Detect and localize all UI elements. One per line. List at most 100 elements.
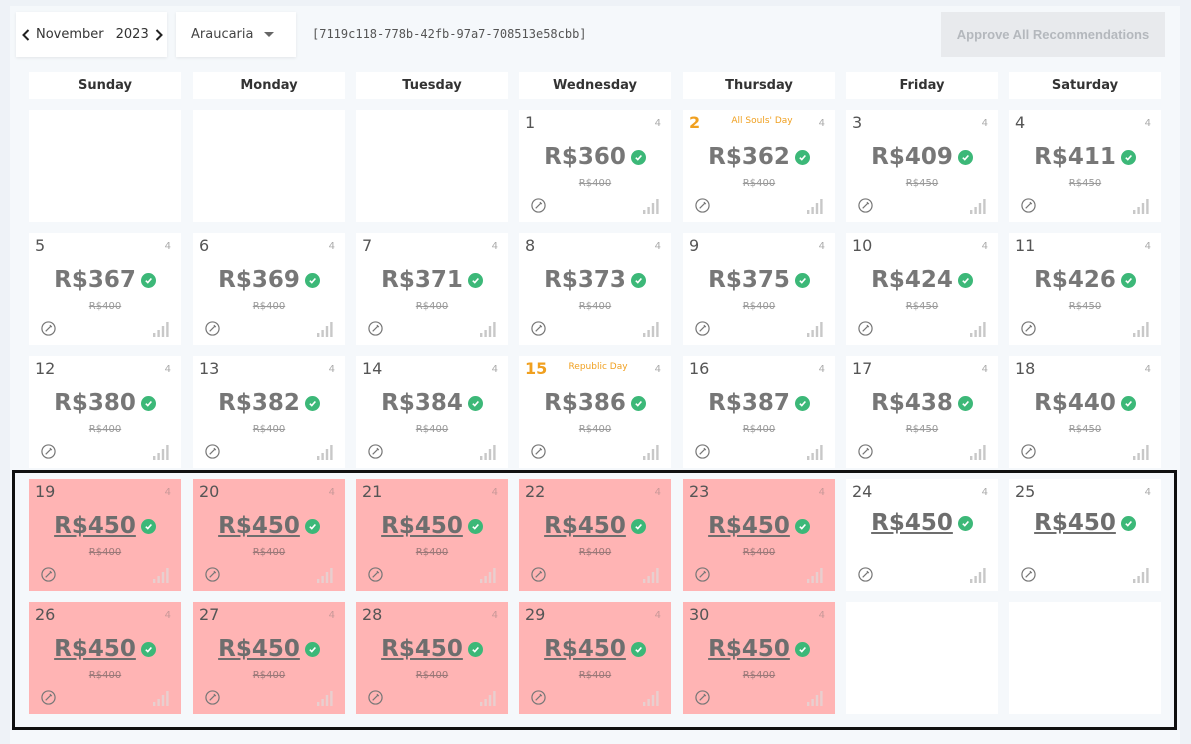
edit-icon[interactable] — [1021, 198, 1036, 213]
day-cell-3[interactable]: 3 4 R$409 R$450 — [846, 110, 998, 222]
recommended-price[interactable]: R$450 — [54, 636, 136, 662]
recommended-price[interactable]: R$375 — [708, 267, 790, 293]
edit-icon[interactable] — [531, 198, 546, 213]
edit-icon[interactable] — [41, 321, 56, 336]
day-cell-11[interactable]: 11 4 R$426 R$450 — [1009, 233, 1161, 345]
approve-all-button[interactable]: Approve All Recommendations — [941, 12, 1165, 57]
edit-icon[interactable] — [41, 690, 56, 705]
edit-icon[interactable] — [858, 321, 873, 336]
day-cell-25[interactable]: 25 4 R$450 — [1009, 479, 1161, 591]
day-cell-17[interactable]: 17 4 R$438 R$450 — [846, 356, 998, 468]
occupancy-count: 4 — [981, 364, 988, 375]
day-cell-30[interactable]: 30 4 R$450 R$400 — [683, 602, 835, 714]
recommended-price[interactable]: R$450 — [218, 636, 300, 662]
recommended-price[interactable]: R$450 — [544, 636, 626, 662]
edit-icon[interactable] — [695, 321, 710, 336]
edit-icon[interactable] — [695, 690, 710, 705]
day-cell-28[interactable]: 28 4 R$450 R$400 — [356, 602, 508, 714]
recommended-price[interactable]: R$450 — [54, 513, 136, 539]
day-cell-22[interactable]: 22 4 R$450 R$400 — [519, 479, 671, 591]
edit-icon[interactable] — [858, 444, 873, 459]
edit-icon[interactable] — [41, 444, 56, 459]
recommended-price[interactable]: R$369 — [218, 267, 300, 293]
day-cell-20[interactable]: 20 4 R$450 R$400 — [193, 479, 345, 591]
recommended-price[interactable]: R$450 — [218, 513, 300, 539]
day-cell-13[interactable]: 13 4 R$382 R$400 — [193, 356, 345, 468]
edit-icon[interactable] — [205, 321, 220, 336]
day-cell-5[interactable]: 5 4 R$367 R$400 — [29, 233, 181, 345]
day-cell-12[interactable]: 12 4 R$380 R$400 — [29, 356, 181, 468]
edit-icon[interactable] — [368, 444, 383, 459]
edit-icon[interactable] — [205, 567, 220, 582]
recommended-price[interactable]: R$362 — [708, 144, 790, 170]
recommended-price[interactable]: R$450 — [544, 513, 626, 539]
day-cell-18[interactable]: 18 4 R$440 R$450 — [1009, 356, 1161, 468]
edit-icon[interactable] — [858, 198, 873, 213]
recommended-price[interactable]: R$440 — [1034, 390, 1116, 416]
day-cell-14[interactable]: 14 4 R$384 R$400 — [356, 356, 508, 468]
edit-icon[interactable] — [1021, 444, 1036, 459]
recommended-price[interactable]: R$450 — [708, 513, 790, 539]
recommended-price[interactable]: R$426 — [1034, 267, 1116, 293]
day-cell-8[interactable]: 8 4 R$373 R$400 — [519, 233, 671, 345]
recommended-price[interactable]: R$411 — [1034, 144, 1116, 170]
original-price: R$400 — [415, 301, 449, 312]
edit-icon[interactable] — [858, 567, 873, 582]
edit-icon[interactable] — [695, 198, 710, 213]
recommended-price[interactable]: R$384 — [381, 390, 463, 416]
day-cell-9[interactable]: 9 4 R$375 R$400 — [683, 233, 835, 345]
check-icon — [1120, 272, 1136, 288]
edit-icon[interactable] — [531, 567, 546, 582]
day-number: 10 — [852, 236, 873, 255]
edit-icon[interactable] — [205, 444, 220, 459]
recommended-price[interactable]: R$386 — [544, 390, 626, 416]
edit-icon[interactable] — [531, 444, 546, 459]
edit-icon[interactable] — [531, 690, 546, 705]
day-cell-10[interactable]: 10 4 R$424 R$450 — [846, 233, 998, 345]
edit-icon[interactable] — [531, 321, 546, 336]
day-cell-24[interactable]: 24 4 R$450 — [846, 479, 998, 591]
edit-icon[interactable] — [695, 567, 710, 582]
occupancy-count: 4 — [1144, 118, 1151, 129]
edit-icon[interactable] — [1021, 321, 1036, 336]
recommended-price[interactable]: R$380 — [54, 390, 136, 416]
day-cell-16[interactable]: 16 4 R$387 R$400 — [683, 356, 835, 468]
day-cell-1[interactable]: 1 4 R$360 R$400 — [519, 110, 671, 222]
next-month-icon[interactable] — [155, 25, 163, 45]
day-cell-19[interactable]: 19 4 R$450 R$400 — [29, 479, 181, 591]
day-cell-26[interactable]: 26 4 R$450 R$400 — [29, 602, 181, 714]
edit-icon[interactable] — [368, 321, 383, 336]
prev-month-icon[interactable] — [22, 25, 30, 45]
recommended-price[interactable]: R$387 — [708, 390, 790, 416]
day-cell-7[interactable]: 7 4 R$371 R$400 — [356, 233, 508, 345]
recommended-price[interactable]: R$450 — [1034, 510, 1116, 536]
recommended-price[interactable]: R$367 — [54, 267, 136, 293]
day-cell-27[interactable]: 27 4 R$450 R$400 — [193, 602, 345, 714]
edit-icon[interactable] — [695, 444, 710, 459]
recommended-price[interactable]: R$360 — [544, 144, 626, 170]
day-cell-4[interactable]: 4 4 R$411 R$450 — [1009, 110, 1161, 222]
edit-icon[interactable] — [368, 567, 383, 582]
check-icon — [957, 515, 973, 531]
recommended-price[interactable]: R$424 — [871, 267, 953, 293]
recommended-price[interactable]: R$450 — [708, 636, 790, 662]
day-cell-2[interactable]: 2 All Souls' Day 4 R$362 R$400 — [683, 110, 835, 222]
day-cell-23[interactable]: 23 4 R$450 R$400 — [683, 479, 835, 591]
recommended-price[interactable]: R$438 — [871, 390, 953, 416]
day-cell-15[interactable]: 15 Republic Day 4 R$386 R$400 — [519, 356, 671, 468]
day-cell-6[interactable]: 6 4 R$369 R$400 — [193, 233, 345, 345]
day-cell-21[interactable]: 21 4 R$450 R$400 — [356, 479, 508, 591]
recommended-price[interactable]: R$373 — [544, 267, 626, 293]
edit-icon[interactable] — [368, 690, 383, 705]
edit-icon[interactable] — [205, 690, 220, 705]
recommended-price[interactable]: R$382 — [218, 390, 300, 416]
recommended-price[interactable]: R$450 — [381, 513, 463, 539]
recommended-price[interactable]: R$371 — [381, 267, 463, 293]
edit-icon[interactable] — [1021, 567, 1036, 582]
recommended-price[interactable]: R$409 — [871, 144, 953, 170]
recommended-price[interactable]: R$450 — [381, 636, 463, 662]
city-dropdown[interactable]: Araucaria — [176, 12, 296, 57]
recommended-price[interactable]: R$450 — [871, 510, 953, 536]
day-cell-29[interactable]: 29 4 R$450 R$400 — [519, 602, 671, 714]
edit-icon[interactable] — [41, 567, 56, 582]
